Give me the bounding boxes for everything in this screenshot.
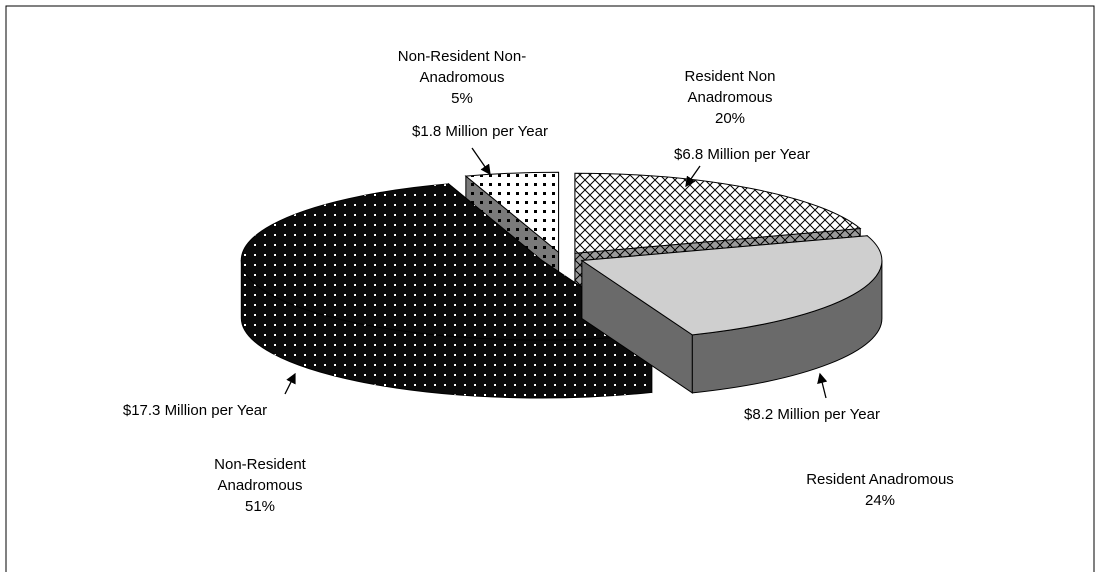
frame (5, 5, 1095, 572)
arrow (471, 147, 491, 176)
category-label: Resident Non Anadromous (684, 68, 776, 106)
slice-pattern (574, 173, 861, 254)
amount-label: $1.8 Million per Year (412, 123, 548, 140)
amount-label: $17.3 Million per Year (122, 402, 268, 419)
slice-pattern (465, 172, 559, 253)
percent-label: 51% (244, 498, 276, 515)
percent-label: 5% (451, 90, 473, 107)
category-label: Resident Anadromous (806, 471, 954, 488)
percent-label: 24% (864, 492, 896, 509)
amount-label: $8.2 Million per Year (744, 406, 880, 423)
amount-label: $6.8 Million per Year (674, 146, 810, 163)
slice-side-pattern (241, 259, 652, 398)
arrow (817, 372, 828, 399)
percent-label: 20% (714, 110, 746, 127)
slice-pattern (241, 183, 652, 340)
category-label: Non-Resident Anadromous (214, 456, 306, 494)
arrow (284, 372, 296, 395)
slice (580, 235, 883, 336)
category-label: Non-Resident Non-Anadromous (397, 48, 527, 86)
arrow (685, 165, 701, 188)
